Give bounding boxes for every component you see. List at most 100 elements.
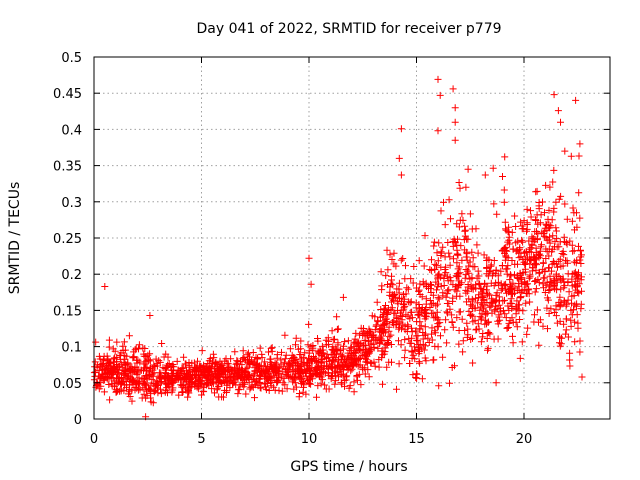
data-point (409, 279, 417, 287)
data-point (485, 329, 493, 336)
data-point (330, 350, 338, 358)
data-point (533, 228, 540, 235)
data-point (554, 107, 562, 115)
data-point (187, 383, 195, 391)
data-point (518, 236, 526, 244)
data-point (385, 323, 393, 331)
data-point (354, 376, 361, 384)
data-point (120, 338, 128, 346)
chart-title: Day 041 of 2022, SRMTID for receiver p77… (196, 21, 501, 37)
data-point (543, 304, 551, 312)
data-point (473, 325, 481, 333)
data-point (461, 327, 469, 334)
data-point (331, 335, 338, 343)
data-point (437, 332, 444, 340)
data-point (449, 323, 457, 331)
data-point (434, 257, 442, 265)
data-point (105, 343, 113, 351)
data-point (430, 242, 438, 250)
data-point (318, 342, 326, 350)
data-point (351, 335, 359, 343)
data-point (100, 388, 108, 396)
data-point (490, 335, 498, 343)
data-point (537, 243, 545, 251)
data-point (192, 374, 200, 382)
data-point (504, 262, 512, 270)
data-point (415, 311, 423, 318)
data-point (249, 383, 257, 391)
data-point (561, 147, 569, 155)
data-points (90, 75, 586, 421)
data-point (542, 255, 550, 262)
data-point (427, 309, 435, 317)
data-point (118, 369, 126, 377)
data-point (458, 315, 466, 323)
data-point (257, 371, 265, 379)
data-point (401, 354, 409, 362)
data-point (184, 382, 192, 390)
data-point (401, 326, 409, 334)
data-point (360, 325, 367, 332)
data-point (174, 375, 182, 383)
data-point (252, 359, 260, 367)
data-point (147, 364, 155, 372)
y-tick-label: 0.15 (53, 304, 82, 319)
data-point (439, 353, 447, 361)
data-point (513, 305, 521, 313)
data-point (119, 342, 127, 350)
data-point (435, 239, 443, 247)
data-point (441, 253, 449, 261)
data-point (437, 207, 445, 215)
data-point (461, 226, 469, 234)
data-point (398, 325, 405, 333)
y-tick-label: 0.05 (53, 377, 82, 392)
data-point (506, 276, 514, 284)
data-point (337, 379, 345, 387)
data-point (402, 311, 410, 319)
data-point (477, 338, 485, 346)
data-point (270, 383, 278, 391)
data-point (439, 243, 447, 251)
data-point (325, 364, 332, 372)
data-point (425, 284, 432, 292)
data-point (218, 379, 225, 387)
data-point (572, 286, 580, 294)
data-point (420, 346, 428, 354)
data-point (443, 308, 451, 316)
data-point (527, 207, 534, 215)
data-point (449, 281, 457, 289)
data-point (291, 379, 299, 387)
data-point (548, 248, 556, 256)
axis-ticks (93, 56, 610, 420)
data-point (501, 244, 509, 252)
data-point (400, 306, 408, 314)
data-point (179, 380, 187, 388)
data-point (440, 198, 447, 206)
data-point (485, 256, 493, 264)
data-point (536, 250, 544, 258)
data-point (422, 295, 430, 303)
data-point (574, 272, 582, 280)
data-point (339, 293, 347, 301)
data-point (573, 300, 581, 308)
data-point (341, 338, 349, 346)
data-point (531, 288, 539, 296)
data-point (572, 277, 580, 285)
data-point (355, 339, 363, 347)
data-point (458, 210, 466, 218)
data-point (559, 247, 567, 255)
data-point (162, 369, 170, 377)
data-point (417, 345, 425, 353)
data-point (544, 325, 551, 333)
data-point (518, 280, 526, 288)
data-point (388, 319, 396, 326)
data-point (490, 257, 498, 264)
data-point (413, 370, 421, 378)
data-point (408, 354, 416, 362)
data-point (574, 324, 582, 332)
data-point (283, 385, 291, 393)
data-point (350, 343, 358, 351)
data-point (182, 360, 190, 368)
data-point (201, 368, 209, 376)
data-point (375, 363, 383, 371)
